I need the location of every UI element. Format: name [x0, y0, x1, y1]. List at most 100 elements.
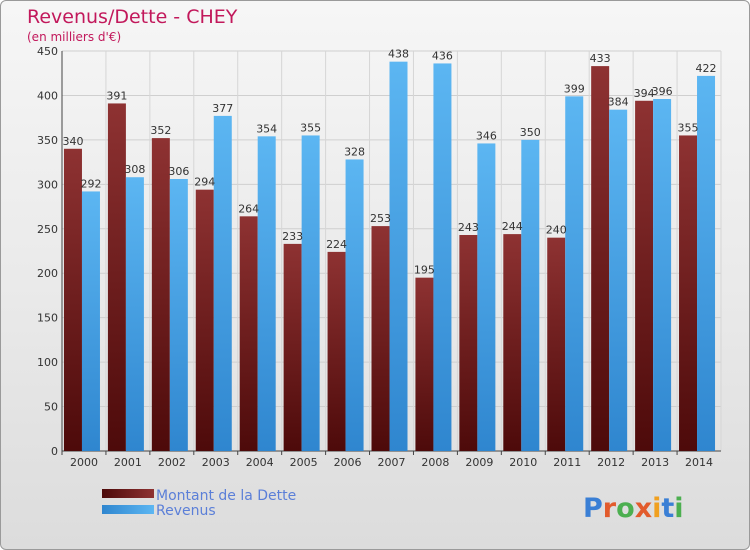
axes: 0 50 100 150 200 250 300 350 400 450 2000 2001 2002 2…: [37, 45, 721, 469]
x-tick-label: 2013: [641, 456, 669, 469]
data-label: 384: [608, 96, 629, 109]
data-label: 396: [652, 85, 673, 98]
data-label: 294: [194, 176, 215, 189]
data-label: 253: [370, 212, 391, 225]
logo-letter: i: [652, 493, 661, 524]
x-tick-label: 2010: [509, 456, 537, 469]
logo-letter: x: [635, 493, 652, 524]
chart-subtitle: (en milliers d'€): [27, 30, 121, 44]
data-label: 422: [696, 62, 717, 75]
logo-letter: t: [661, 493, 674, 524]
x-tick-label: 2004: [246, 456, 274, 469]
bar-debt: [327, 251, 346, 451]
y-tick-label: 200: [37, 267, 58, 280]
bar-revenus: [565, 96, 584, 451]
data-label: 438: [388, 48, 409, 61]
x-tick-label: 2003: [202, 456, 230, 469]
legend-label-debt: Montant de la Dette: [156, 488, 296, 504]
bar-debt: [503, 234, 522, 451]
bar-debt: [151, 138, 170, 451]
bar-revenus: [213, 115, 232, 451]
legend-label-revenus: Revenus: [156, 503, 216, 519]
bar-revenus: [477, 143, 496, 451]
data-label: 340: [62, 135, 83, 148]
data-label: 224: [326, 238, 347, 251]
bar-debt: [195, 189, 214, 451]
bar-debt: [283, 243, 302, 451]
data-label: 243: [458, 221, 479, 234]
data-label: 391: [106, 89, 127, 102]
bars: [63, 61, 716, 452]
data-label: 306: [168, 165, 189, 178]
x-tick-label: 2005: [290, 456, 318, 469]
legend: Montant de la Dette Revenus: [102, 488, 296, 519]
data-label: 394: [634, 87, 655, 100]
x-tick-label: 2009: [465, 456, 493, 469]
x-tick-label: 2000: [70, 456, 98, 469]
x-tick-label: 2011: [553, 456, 581, 469]
y-tick-label: 0: [51, 445, 58, 458]
data-label: 308: [124, 163, 145, 176]
bar-revenus: [653, 99, 672, 451]
bar-revenus: [301, 135, 320, 451]
data-label: 355: [300, 121, 321, 134]
bar-revenus: [125, 177, 144, 451]
bar-revenus: [521, 139, 540, 451]
legend-swatch-revenus: [102, 505, 154, 514]
bar-revenus: [697, 75, 716, 451]
bar-debt: [635, 100, 654, 452]
data-label: 355: [678, 121, 699, 134]
data-label: 328: [344, 145, 365, 158]
y-tick-label: 50: [44, 401, 58, 414]
data-label: 350: [520, 126, 541, 139]
data-labels: 340 391 352 294 264 233 224 253 195 243 244 240 433 3…: [62, 48, 716, 277]
bar-revenus: [81, 191, 100, 451]
y-tick-label: 150: [37, 312, 58, 325]
logo-letter: r: [603, 493, 617, 524]
bar-revenus: [609, 109, 628, 452]
bar-revenus: [389, 61, 408, 452]
logo-letter: P: [583, 493, 603, 524]
bar-debt: [63, 148, 82, 451]
bar-revenus: [345, 159, 364, 451]
x-tick-label: 2001: [114, 456, 142, 469]
data-label: 354: [256, 122, 277, 135]
y-tick-label: 450: [37, 45, 58, 58]
bar-revenus: [257, 136, 276, 452]
y-tick-label: 100: [37, 356, 58, 369]
bar-revenus: [169, 179, 188, 451]
bar-debt: [415, 277, 434, 451]
y-tick-label: 250: [37, 223, 58, 236]
legend-swatch-debt: [102, 489, 154, 498]
data-label: 264: [238, 202, 259, 215]
data-label: 399: [564, 82, 585, 95]
data-label: 244: [502, 220, 523, 233]
x-tick-label: 2006: [334, 456, 362, 469]
bar-revenus: [433, 63, 452, 451]
bar-debt: [679, 135, 698, 451]
data-label: 433: [590, 52, 611, 65]
logo-letter: o: [616, 493, 635, 524]
data-label: 292: [80, 177, 101, 190]
bar-debt: [239, 216, 258, 451]
logo-letter: i: [674, 493, 683, 524]
y-tick-label: 400: [37, 89, 58, 102]
data-label: 436: [432, 49, 453, 62]
x-tick-label: 2012: [597, 456, 625, 469]
bar-debt: [591, 66, 610, 451]
bar-debt: [547, 237, 566, 451]
y-tick-label: 300: [37, 178, 58, 191]
chart-title: Revenus/Dette - CHEY: [27, 6, 238, 28]
x-tick-label: 2014: [685, 456, 713, 469]
data-label: 240: [546, 224, 567, 237]
data-label: 195: [414, 264, 435, 277]
bar-debt: [459, 235, 478, 451]
bar-debt: [107, 103, 126, 451]
data-label: 377: [212, 102, 233, 115]
data-label: 346: [476, 129, 497, 142]
x-tick-label: 2008: [421, 456, 449, 469]
proxiti-logo: Proxiti: [583, 493, 684, 524]
y-tick-label: 350: [37, 134, 58, 147]
